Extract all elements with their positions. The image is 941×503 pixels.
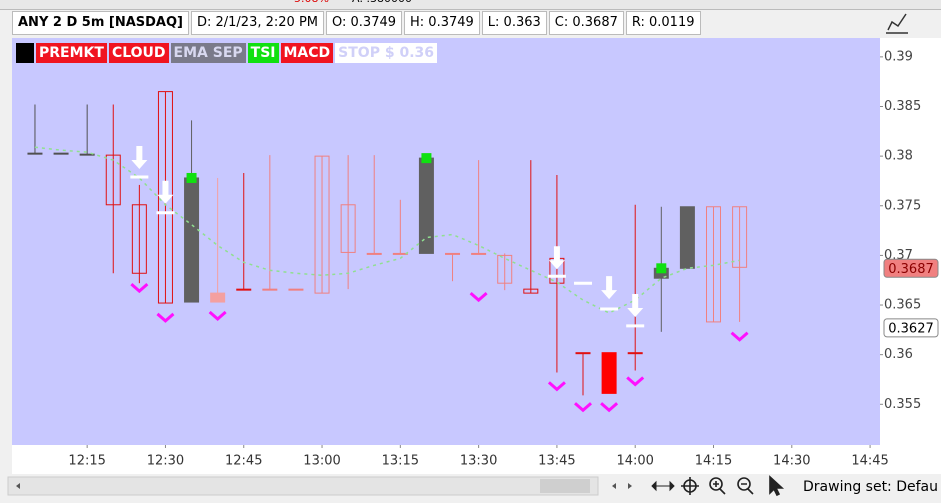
y-tick-label: 0.38 (884, 149, 913, 164)
signal-chevron (600, 402, 619, 413)
y-tick-label: 0.385 (884, 99, 921, 114)
candle-body (418, 157, 434, 254)
down-arrow (548, 246, 565, 270)
price-label-box (883, 318, 939, 338)
scroll-thumb[interactable] (540, 479, 590, 493)
candle-body (627, 352, 643, 355)
signal-chevron (547, 381, 566, 392)
x-tick-label: 14:15 (695, 454, 732, 469)
candle-body (523, 288, 539, 294)
candle-body (679, 206, 695, 269)
x-tick-label: 13:30 (460, 454, 497, 469)
change: -5.08% (290, 0, 329, 5)
candle-body (27, 152, 43, 155)
candle-body (210, 292, 226, 303)
zoom-x[interactable] (651, 480, 675, 492)
y-tick-label: 0.365 (884, 298, 921, 313)
study-label: TSI (247, 43, 279, 63)
style-icon[interactable] (886, 13, 908, 34)
signal-chevron (469, 291, 488, 303)
candle-body (79, 153, 95, 156)
candle-body (575, 352, 591, 355)
y-tick-label: 0.375 (884, 198, 921, 213)
x-tick-label: 13:00 (303, 454, 340, 469)
candle-body (53, 152, 69, 155)
x-tick-label: 12:45 (225, 454, 262, 469)
header-field: R: 0.0119 (625, 11, 701, 35)
study-label: STOP $ 0.36 (335, 43, 437, 63)
header-field: L: 0.363 (481, 11, 547, 35)
ema-line (34, 146, 740, 314)
price-label-box (883, 258, 939, 278)
y-tick-label: 0.355 (884, 397, 921, 412)
price-label: 0.3687 (888, 262, 934, 277)
x-tick-label: 12:15 (68, 454, 105, 469)
y-tick-label: 0.36 (884, 347, 913, 362)
scrollbar[interactable] (7, 476, 599, 496)
signal-dot (421, 153, 432, 164)
signal-chevron (156, 312, 175, 323)
signal-chevron (730, 331, 749, 342)
down-arrow (131, 146, 148, 170)
signal-chevron (130, 283, 149, 294)
candle-body (732, 206, 748, 268)
candle-body (471, 252, 487, 255)
time-axis (12, 445, 941, 474)
candle-body (601, 352, 617, 394)
footer-bar: Drawing set: Defau (7, 475, 938, 497)
study-label: EMA SEP (170, 43, 246, 63)
header-field: O: 0.3749 (326, 11, 403, 35)
down-arrow (627, 293, 644, 317)
study-label: MACD (280, 43, 334, 63)
plot-area (12, 38, 880, 445)
drawing-set: Drawing set: Defau (803, 479, 938, 495)
header: ANY 2 D 5m [NASDAQ] D: 2/1/23, 2:20 PM O: … (12, 11, 703, 35)
candle-body (105, 154, 121, 206)
studies: PREMKT CLOUD EMA SEP TSI MACD STOP $ 0.36 (16, 43, 439, 63)
x-tick-label: 13:15 (382, 454, 419, 469)
header-field: ANY 2 D 5m [NASDAQ] (12, 11, 189, 35)
down-arrow (601, 276, 618, 300)
header-field: D: 2/1/23, 2:20 PM (190, 11, 324, 35)
tools[interactable] (681, 475, 785, 497)
signal-dot (656, 263, 667, 274)
candle-body (157, 91, 173, 304)
candle-body (392, 252, 408, 255)
candle-body (340, 204, 356, 253)
candle-body (236, 288, 252, 291)
x-tick-label: 12:30 (147, 454, 184, 469)
candle-body (184, 177, 200, 303)
x-tick-label: 14:45 (851, 454, 888, 469)
candle-body (314, 155, 330, 294)
price-axis (880, 38, 941, 445)
toolbar: -5.08% A: .380000 (0, 0, 941, 10)
signal-dot (186, 172, 197, 183)
x-tick-label: 13:45 (538, 454, 575, 469)
candle-body (262, 288, 278, 291)
candle-body (497, 254, 513, 284)
y-tick-label: 0.39 (884, 49, 913, 64)
x-tick-label: 14:30 (773, 454, 810, 469)
study-label: CLOUD (108, 43, 169, 63)
signal-chevron (574, 402, 592, 413)
signal-chevron (626, 376, 645, 387)
candle-body (288, 288, 304, 291)
footer: Drawing set: Defau (0, 474, 941, 499)
ask: A: .380000 (352, 0, 412, 5)
price-label: 0.3627 (888, 321, 934, 336)
study-label: PREMKT (36, 43, 107, 63)
header-field: C: 0.3687 (548, 11, 624, 35)
x-tick-label: 14:00 (616, 454, 653, 469)
candle-body (445, 252, 461, 255)
signal-chevron (208, 310, 227, 321)
chart: 0.3550.360.3650.370.3750.380.3850.3912:1… (12, 13, 941, 474)
candle-body (366, 252, 382, 255)
header-field: H: 0.3749 (404, 11, 480, 35)
study-label (16, 43, 34, 63)
candle-body (131, 204, 147, 274)
down-arrow (157, 180, 174, 204)
